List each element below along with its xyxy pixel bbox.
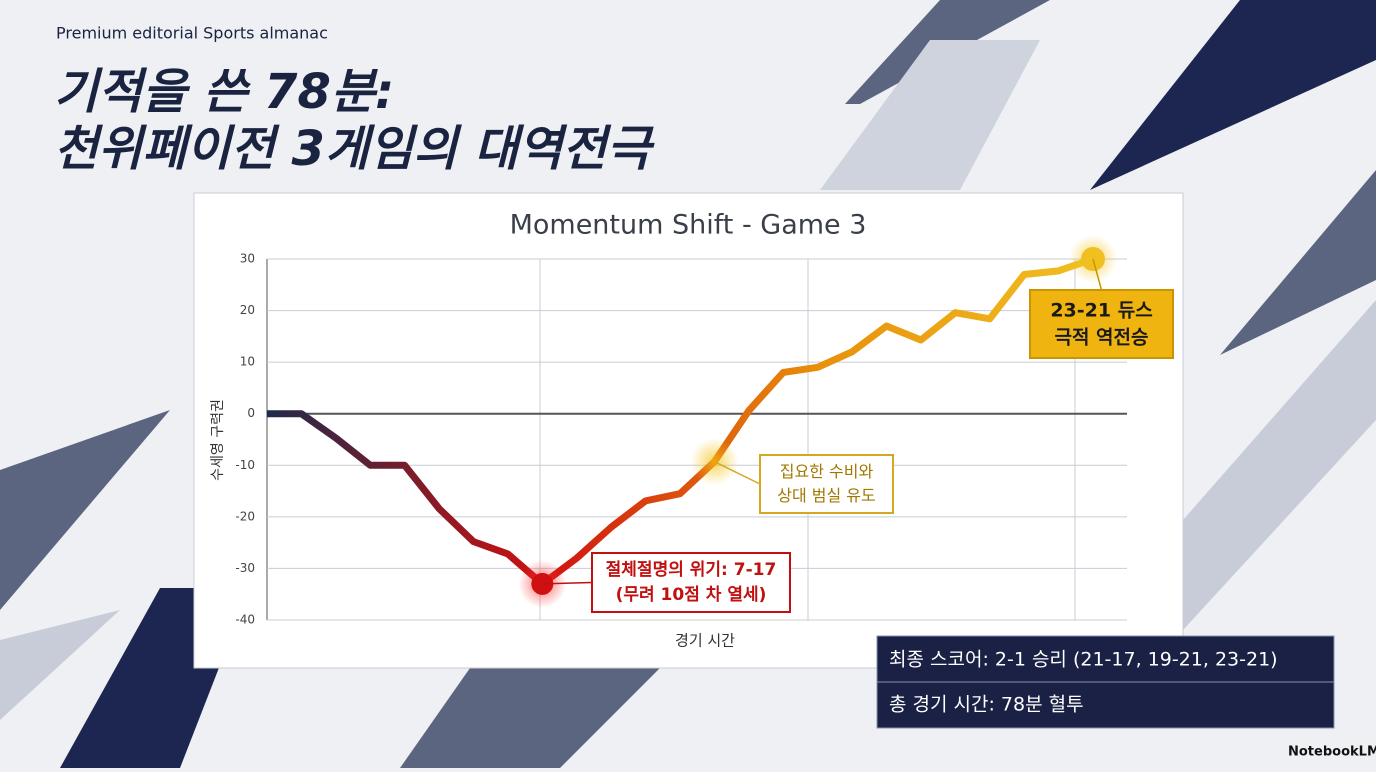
y-tick-label: -40 (235, 613, 255, 627)
title-line: 천위페이전 3게임의 대역전극 (54, 121, 656, 177)
y-tick-label: 0 (247, 406, 255, 420)
callout-box (759, 454, 894, 514)
momentum-line (267, 255, 1095, 588)
chart-title: Momentum Shift - Game 3 (510, 210, 867, 241)
callout-text: 집요한 수비와 상대 범실 유도 (777, 462, 876, 505)
y-tick-label: 20 (240, 303, 255, 317)
y-tick-label: -30 (235, 561, 255, 575)
title-line: 기적을 쓴 78분: (54, 64, 394, 120)
y-axis-label: 수세영 구력권 (210, 399, 226, 481)
callout-leader (542, 581, 593, 585)
summary-line: 총 경기 시간: 78분 혈투 (889, 694, 1084, 716)
summary-box: 최종 스코어: 2-1 승리 (21-17, 19-21, 23-21) 총 경… (876, 635, 1335, 729)
callout-leader (714, 461, 761, 485)
callout-text: 절체절명의 위기: 7-17 (무려 10점 차 열세) (606, 559, 777, 605)
summary-line: 최종 스코어: 2-1 승리 (21-17, 19-21, 23-21) (889, 649, 1278, 671)
callout-text: 23-21 듀스 극적 역전승 (1050, 299, 1152, 348)
y-tick-label: -10 (235, 458, 255, 472)
kicker: Premium editorial Sports almanac (56, 24, 328, 43)
x-axis-label: 경기 시간 (675, 632, 735, 650)
y-tick-label: -20 (235, 509, 255, 523)
y-tick-label: 30 (240, 252, 255, 266)
y-tick-label: 10 (240, 355, 255, 369)
callout-box (591, 552, 791, 613)
callout-leader (1092, 258, 1103, 291)
callout-box (1029, 289, 1174, 359)
footer-brand: NotebookLM (1288, 745, 1376, 760)
